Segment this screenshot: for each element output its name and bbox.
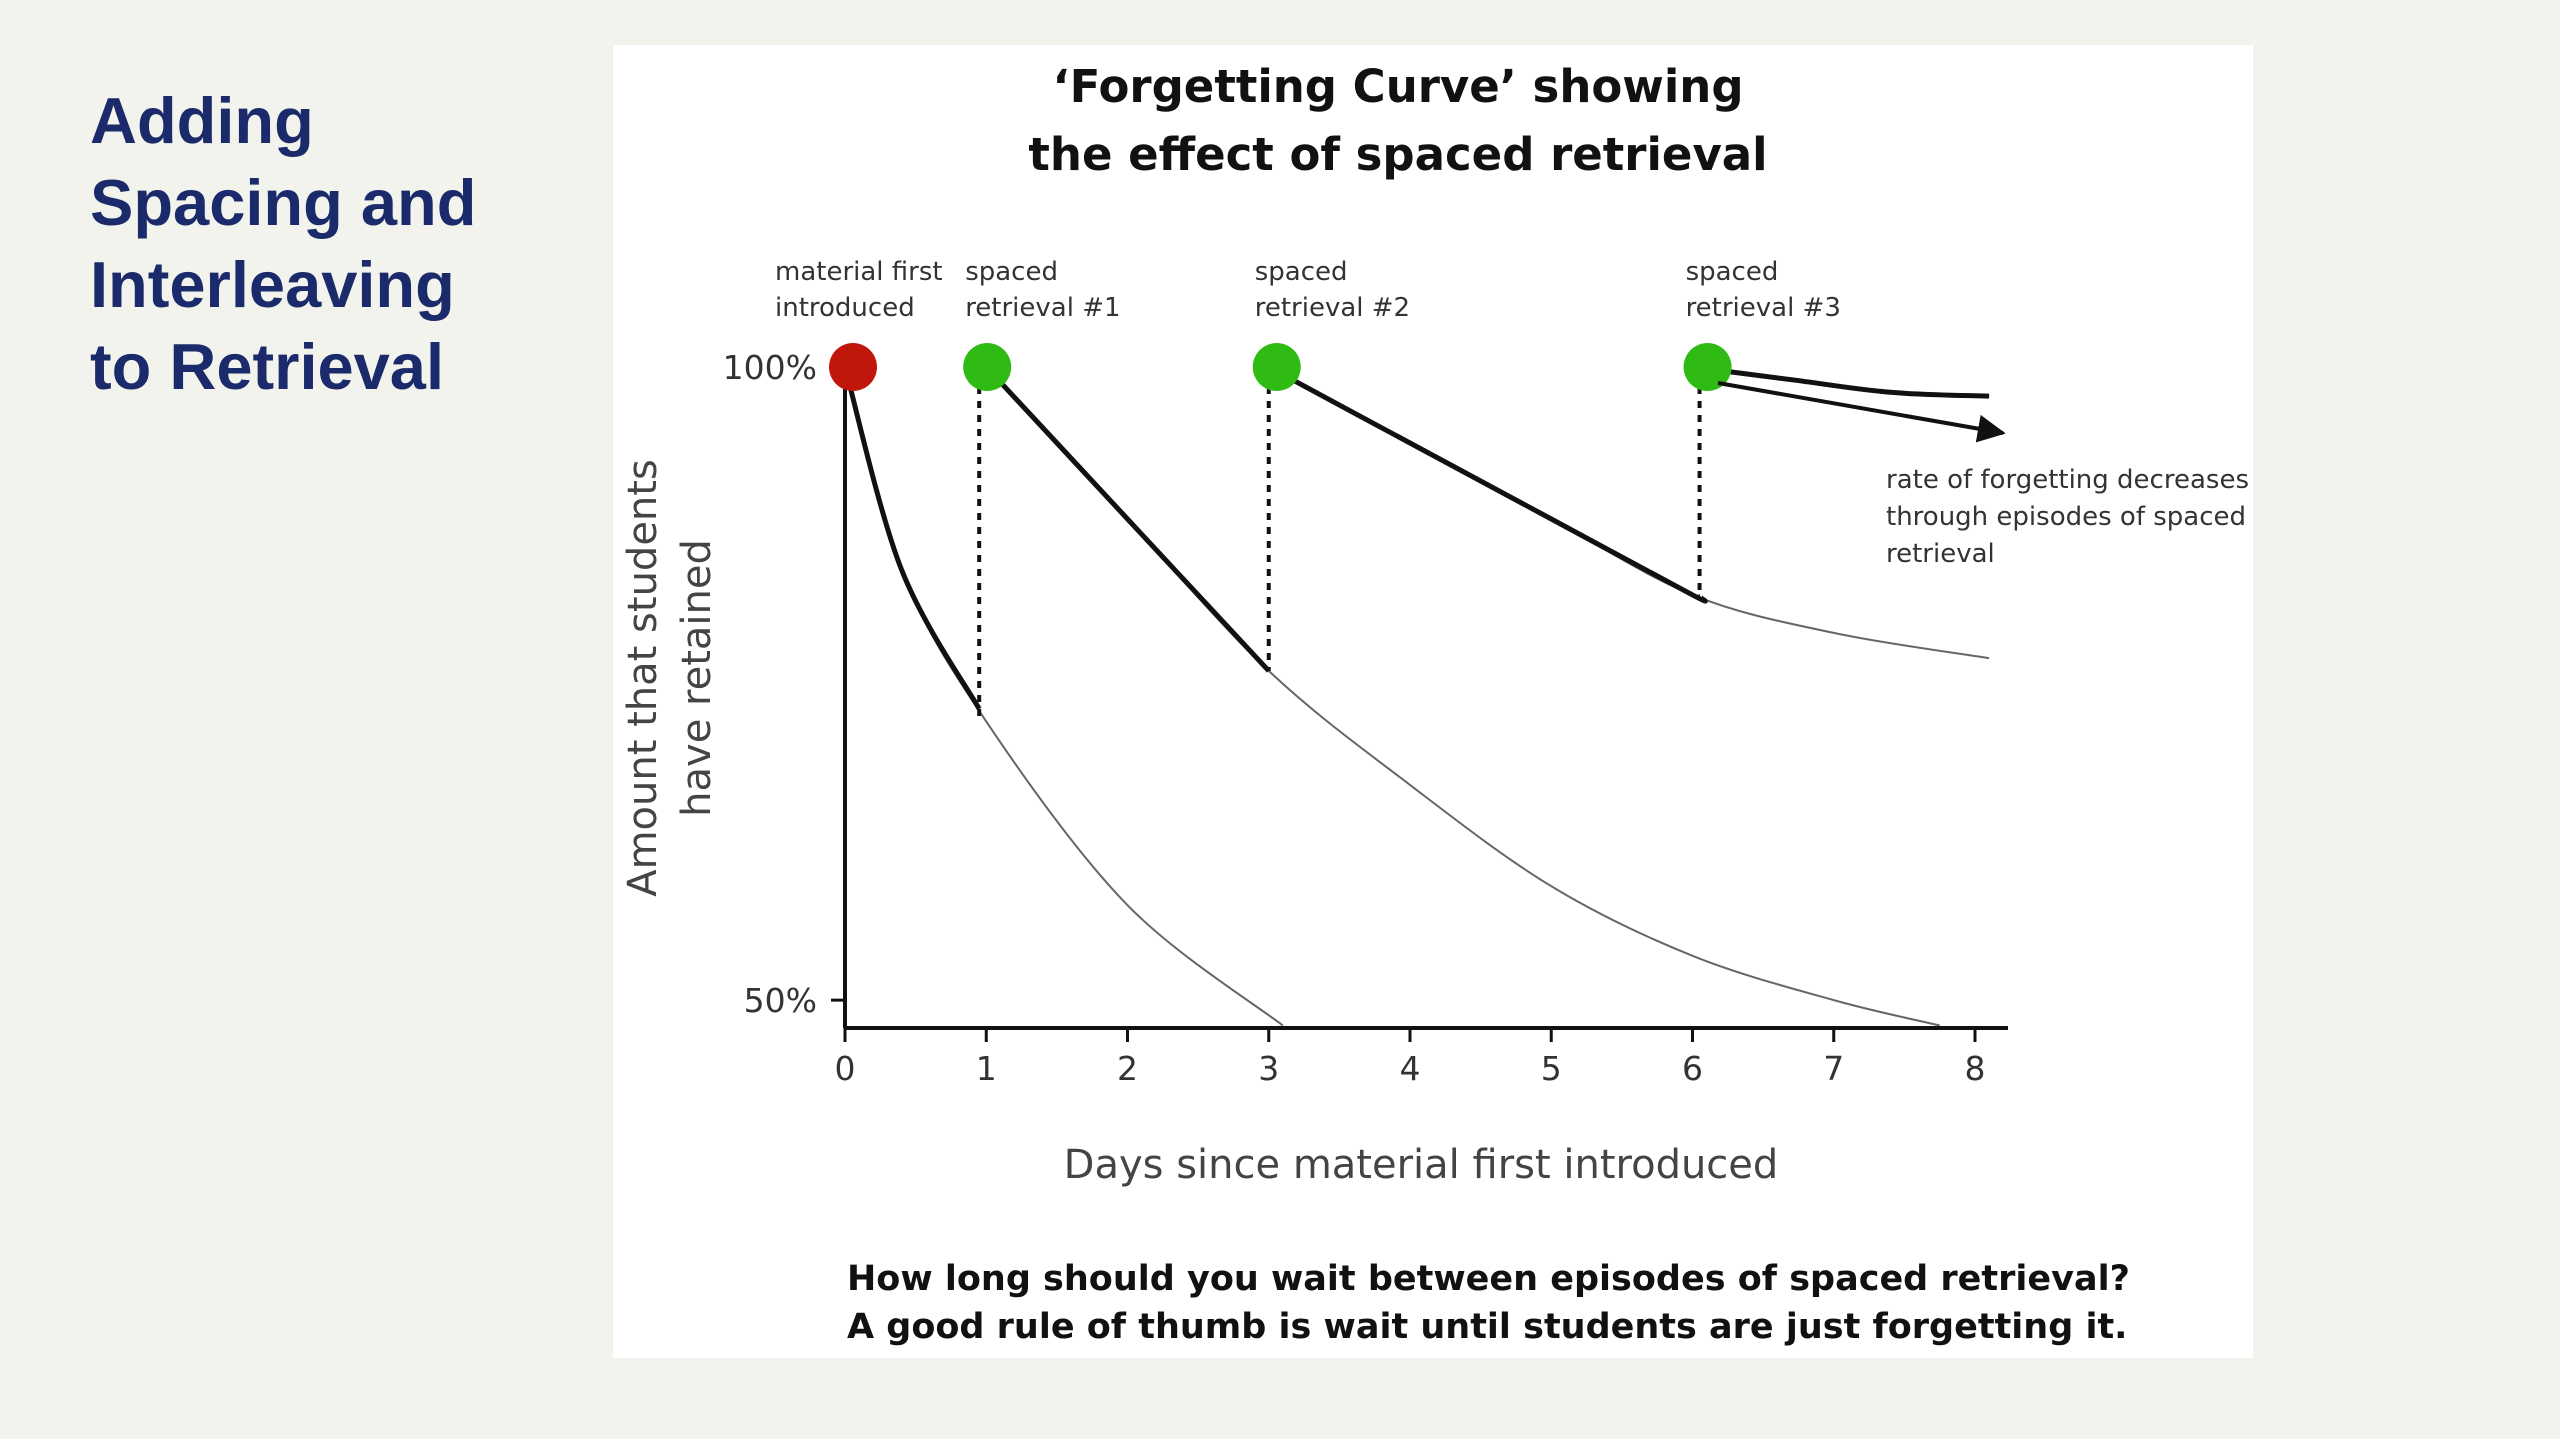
forgetting-curve-chart: ‘Forgetting Curve’ showing the effect of…	[620, 60, 2249, 1347]
x-tick-label: 2	[1117, 1049, 1138, 1088]
decay-curves-faded	[844, 366, 1990, 1027]
retrieval-label-line: retrieval #3	[1686, 293, 1841, 323]
decay-curve-active	[1267, 364, 1708, 604]
x-tick-label: 7	[1823, 1049, 1844, 1088]
x-tick-label: 1	[976, 1049, 997, 1088]
decay-curve-faded	[985, 366, 1940, 1027]
x-tick-label: 6	[1682, 1049, 1703, 1088]
x-tick-label: 3	[1258, 1049, 1279, 1088]
y-tick-label: 50%	[744, 981, 817, 1020]
slide-title-line: to Retrieval	[90, 330, 445, 403]
slide-title-line: Spacing and	[90, 166, 477, 239]
x-tick-label: 8	[1965, 1049, 1986, 1088]
retrieval-markers	[829, 343, 1732, 391]
x-axis-ticks: 0 1 2 3 4 5 6 7 8	[835, 1028, 1986, 1088]
decay-curve-active	[1692, 364, 1990, 399]
x-tick-label: 5	[1541, 1049, 1562, 1088]
x-tick-label: 4	[1400, 1049, 1421, 1088]
slide-title-line: Adding	[90, 84, 314, 157]
footnote-line: How long should you wait between episode…	[847, 1259, 2130, 1299]
footnote-line: A good rule of thumb is wait until stude…	[847, 1307, 2127, 1347]
retrieval-label-line: spaced	[1255, 257, 1348, 287]
annotation-line: rate of forgetting decreases	[1886, 465, 2249, 495]
retrieval-marker	[1683, 343, 1732, 391]
y-axis-ticks: 100% 50%	[723, 348, 845, 1020]
slide-title: Adding Spacing and Interleaving to Retri…	[90, 80, 550, 408]
y-axis-label-line: have retained	[674, 539, 720, 817]
retrieval-label-line: retrieval #2	[1255, 293, 1410, 323]
decay-curve-active	[984, 365, 1271, 673]
retrieval-marker	[829, 343, 877, 391]
retrieval-label-line: spaced	[965, 257, 1058, 287]
decay-curve-active	[842, 366, 982, 711]
retrieval-drop-lines	[977, 387, 1702, 722]
retrieval-label-line: material first	[775, 257, 943, 287]
chart-title-line: the effect of spaced retrieval	[1028, 128, 1767, 181]
annotation-line: retrieval	[1886, 539, 1995, 569]
chart-title-line: ‘Forgetting Curve’ showing	[1052, 60, 1743, 113]
forgetting-curve-figure: ‘Forgetting Curve’ showing the effect of…	[613, 45, 2253, 1358]
retrieval-marker	[1252, 343, 1301, 391]
retrieval-label-line: spaced	[1686, 257, 1779, 287]
x-tick-label: 0	[835, 1049, 856, 1088]
decay-curve-faded	[844, 366, 1284, 1027]
retrieval-label-line: introduced	[775, 293, 915, 323]
decay-curves-active	[842, 364, 1990, 711]
y-tick-label: 100%	[723, 348, 817, 387]
retrieval-marker	[963, 343, 1012, 391]
retrieval-label-line: retrieval #1	[965, 293, 1120, 323]
forgetting-rate-arrow	[1717, 381, 2006, 443]
retrieval-labels: material first introduced spaced retrieval …	[775, 257, 1841, 323]
slide-title-line: Interleaving	[90, 248, 455, 321]
y-axis-label-line: Amount that students	[620, 459, 666, 897]
annotation-line: through episodes of spaced	[1886, 502, 2246, 532]
x-axis-label: Days since material first introduced	[1064, 1142, 1779, 1188]
